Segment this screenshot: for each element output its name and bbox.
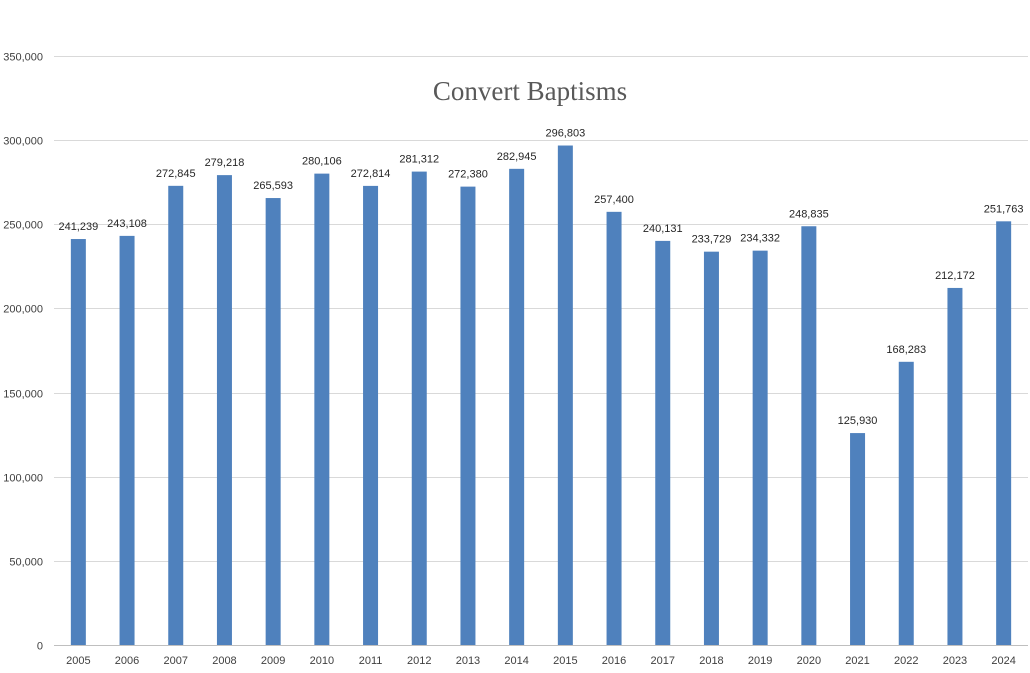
x-tick-label: 2008	[212, 655, 236, 667]
data-label-2011: 272,814	[351, 168, 391, 180]
y-tick-label: 250,000	[3, 220, 43, 232]
bar-2015	[557, 145, 573, 645]
chart-title: Convert Baptisms	[433, 76, 627, 106]
data-label-2007: 272,845	[156, 168, 196, 180]
data-label-2024: 251,763	[984, 203, 1024, 215]
y-axis-tick-labels: 0 50,000 100,000 150,000 200,000 250,000 300,0…	[3, 52, 43, 653]
data-label-2009: 265,593	[253, 180, 293, 192]
y-tick-label: 350,000	[3, 52, 43, 64]
y-tick-label: 200,000	[3, 304, 43, 316]
bar-2006	[119, 235, 135, 645]
y-tick-label: 100,000	[3, 473, 43, 485]
data-label-2017: 240,131	[643, 223, 683, 235]
x-tick-label: 2006	[115, 655, 139, 667]
bar-2021	[850, 433, 866, 645]
x-tick-label: 2016	[602, 655, 626, 667]
bar-2012	[411, 171, 427, 645]
bar-2008	[216, 175, 232, 645]
bar-2010	[314, 173, 330, 645]
x-tick-label: 2014	[504, 655, 528, 667]
x-tick-label: 2007	[164, 655, 188, 667]
x-tick-label: 2019	[748, 655, 772, 667]
data-label-2014: 282,945	[497, 151, 537, 163]
x-tick-label: 2023	[943, 655, 967, 667]
data-label-2005: 241,239	[58, 221, 98, 233]
y-tick-label: 300,000	[3, 136, 43, 148]
data-label-2020: 248,835	[789, 208, 829, 220]
data-label-2013: 272,380	[448, 169, 488, 181]
x-tick-label: 2012	[407, 655, 431, 667]
data-label-2021: 125,930	[838, 415, 878, 427]
x-tick-label: 2022	[894, 655, 918, 667]
gridlines	[54, 56, 1028, 646]
y-tick-label: 150,000	[3, 389, 43, 401]
x-tick-label: 2024	[991, 655, 1015, 667]
data-labels: 241,239 243,108 272,845 279,218 265,593 280,1…	[58, 128, 1023, 428]
bar-2017	[655, 240, 671, 645]
bar-2019	[752, 250, 768, 645]
data-label-2023: 212,172	[935, 270, 975, 282]
x-tick-label: 2011	[359, 655, 383, 667]
data-label-2015: 296,803	[545, 128, 585, 140]
bar-2016	[606, 211, 622, 645]
bar-2023	[947, 287, 963, 645]
y-tick-label: 50,000	[9, 557, 43, 569]
x-tick-label: 2013	[456, 655, 480, 667]
data-label-2010: 280,106	[302, 156, 342, 168]
bar-2024	[996, 221, 1012, 645]
x-tick-label: 2005	[66, 655, 90, 667]
bar-2022	[898, 361, 914, 645]
bar-2014	[509, 168, 525, 645]
bar-2011	[363, 185, 379, 645]
bar-2005	[70, 239, 86, 645]
data-label-2016: 257,400	[594, 194, 634, 206]
bar-2013	[460, 186, 476, 645]
data-label-2022: 168,283	[886, 344, 926, 356]
x-axis-tick-labels: 2005 2006 2007 2008 2009 2010 2011 2012 2013 2014…	[66, 655, 1016, 667]
x-tick-label: 2020	[797, 655, 821, 667]
x-tick-label: 2021	[845, 655, 869, 667]
x-tick-label: 2010	[310, 655, 334, 667]
x-tick-label: 2015	[553, 655, 577, 667]
data-label-2018: 233,729	[692, 234, 732, 246]
data-label-2008: 279,218	[205, 157, 245, 169]
bar-2020	[801, 226, 817, 645]
x-tick-label: 2009	[261, 655, 285, 667]
y-tick-label: 0	[37, 641, 43, 653]
bar-2007	[168, 185, 184, 645]
x-tick-label: 2018	[699, 655, 723, 667]
data-label-2006: 243,108	[107, 218, 147, 230]
data-label-2012: 281,312	[399, 154, 439, 166]
data-label-2019: 234,332	[740, 233, 780, 245]
x-tick-label: 2017	[651, 655, 675, 667]
bar-2009	[265, 198, 281, 646]
bars	[70, 145, 1012, 646]
bar-2018	[703, 251, 719, 646]
